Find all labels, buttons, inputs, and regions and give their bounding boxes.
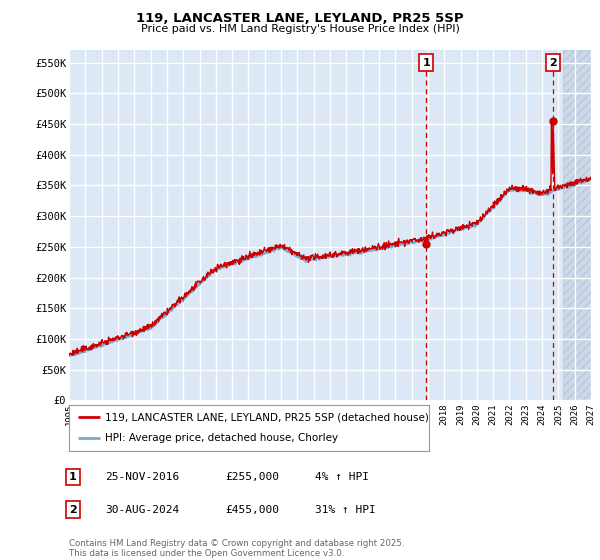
Text: 30-AUG-2024: 30-AUG-2024 [105, 505, 179, 515]
Text: £255,000: £255,000 [225, 472, 279, 482]
Text: 2: 2 [549, 58, 557, 68]
Text: 119, LANCASTER LANE, LEYLAND, PR25 5SP (detached house): 119, LANCASTER LANE, LEYLAND, PR25 5SP (… [105, 412, 429, 422]
Text: 2: 2 [69, 505, 77, 515]
Text: 4% ↑ HPI: 4% ↑ HPI [315, 472, 369, 482]
Text: Contains HM Land Registry data © Crown copyright and database right 2025.
This d: Contains HM Land Registry data © Crown c… [69, 539, 404, 558]
Text: HPI: Average price, detached house, Chorley: HPI: Average price, detached house, Chor… [105, 433, 338, 444]
Text: 1: 1 [69, 472, 77, 482]
Text: 25-NOV-2016: 25-NOV-2016 [105, 472, 179, 482]
Text: £455,000: £455,000 [225, 505, 279, 515]
Text: 119, LANCASTER LANE, LEYLAND, PR25 5SP: 119, LANCASTER LANE, LEYLAND, PR25 5SP [136, 12, 464, 25]
Bar [563, 50, 599, 400]
Text: 31% ↑ HPI: 31% ↑ HPI [315, 505, 376, 515]
Text: Price paid vs. HM Land Registry's House Price Index (HPI): Price paid vs. HM Land Registry's House … [140, 24, 460, 34]
Text: 1: 1 [422, 58, 430, 68]
